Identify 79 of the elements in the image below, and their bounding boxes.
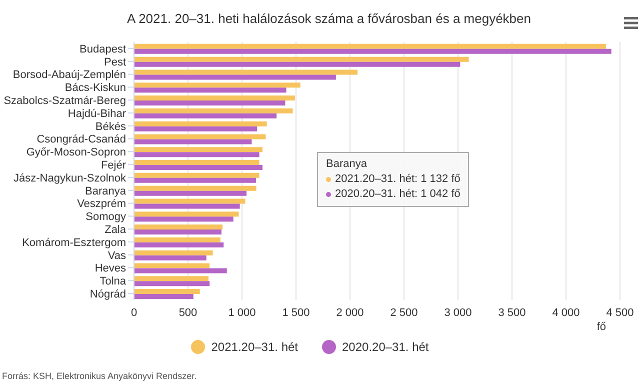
x-tick-label: 1 000	[228, 306, 256, 319]
y-tick-label: Komárom-Esztergom	[22, 236, 126, 249]
y-tick-label: Zala	[104, 224, 127, 236]
y-tick-label: Fejér	[100, 159, 126, 172]
x-tick-label: 2 500	[390, 306, 418, 319]
bar	[134, 204, 240, 209]
bar	[134, 113, 277, 118]
y-tick-label: Somogy	[86, 211, 126, 224]
x-axis-title: fő	[596, 321, 606, 333]
bar	[134, 276, 209, 282]
y-tick-label: Békés	[95, 120, 126, 133]
y-tick-label: Hajdú-Bihar	[68, 108, 126, 120]
bar	[134, 160, 260, 166]
annotation: Baranya	[326, 157, 368, 172]
bar	[134, 237, 220, 242]
bar	[134, 263, 210, 268]
bar	[134, 126, 258, 132]
popup-box: Baranya 2021.20–31. hét: 1 132 fő 2020.20–31. hét: 1 042 fő	[317, 152, 470, 207]
y-tick-label: Szabolcs-Szatmár-Bereg	[4, 94, 126, 107]
bar	[134, 212, 239, 217]
y-tick-label: Tolna	[100, 276, 127, 288]
annotation: 2020.20–31. hét: 1 042 fő	[335, 187, 460, 202]
x-tick-label: 500	[178, 306, 198, 319]
y-tick-label: Csongrád-Csanád	[36, 134, 126, 146]
bar	[134, 62, 460, 67]
x-tick-label: 1 500	[282, 306, 310, 319]
bar	[134, 281, 210, 286]
bar	[134, 178, 256, 183]
bar	[134, 268, 227, 274]
bar	[134, 88, 286, 93]
y-tick-label: Bács-Kiskun	[64, 82, 126, 94]
x-tick-label: 4 000	[552, 306, 580, 319]
y-tick-label: Baranya	[85, 185, 127, 198]
bar	[134, 255, 206, 260]
bar	[134, 242, 224, 248]
bar	[134, 48, 612, 54]
bar	[134, 250, 213, 256]
bar	[134, 294, 194, 300]
bar	[134, 134, 266, 140]
bar	[134, 216, 234, 222]
bar	[134, 230, 222, 235]
bar	[134, 96, 295, 101]
y-tick-label: Pest	[104, 56, 126, 68]
annotation: 2021.20–31. hét: 1 132 fő	[335, 172, 460, 187]
x-tick-label: 2 000	[336, 306, 364, 319]
chart-title: A 2021. 20–31. heti halálozások száma a fővárosban és a megyékben	[127, 11, 531, 26]
bar	[134, 70, 358, 75]
x-tick-label: 3 500	[498, 306, 526, 319]
x-tick-label: 3 000	[444, 306, 472, 319]
bar	[134, 108, 293, 114]
bar	[134, 190, 247, 196]
bar	[134, 56, 469, 62]
y-tick-label: Vas	[108, 250, 126, 262]
y-tick-label: Nógrád	[90, 288, 126, 300]
bar	[134, 100, 286, 106]
bar	[134, 139, 252, 144]
bar	[134, 82, 300, 88]
y-tick-label: Budapest	[80, 43, 126, 56]
x-tick-label: 4 500	[606, 306, 634, 319]
y-tick-label: Jász-Nagykun-Szolnok	[14, 172, 126, 184]
bar	[134, 147, 263, 152]
x-tick-label: 0	[130, 306, 138, 319]
bar	[134, 289, 200, 294]
bar	[134, 121, 267, 126]
bar	[134, 152, 260, 158]
bar	[134, 198, 246, 204]
legend-label: 2020.20–31. hét	[342, 340, 429, 354]
y-tick-label: Heves	[94, 262, 126, 275]
y-tick-label: Veszprém	[77, 198, 126, 210]
bar	[134, 165, 263, 170]
legend-label: 2021.20–31. hét	[211, 340, 298, 354]
bar	[134, 44, 606, 49]
bar	[134, 224, 223, 230]
bar	[134, 74, 336, 80]
y-tick-label: Győr-Moson-Sopron	[26, 146, 126, 159]
y-tick-label: Borsod-Abaúj-Zemplén	[12, 69, 126, 82]
text: Forrás: KSH, Elektronikus Anyakönyvi Rendszer.	[2, 371, 197, 381]
bar	[134, 172, 260, 178]
bar	[134, 186, 256, 191]
